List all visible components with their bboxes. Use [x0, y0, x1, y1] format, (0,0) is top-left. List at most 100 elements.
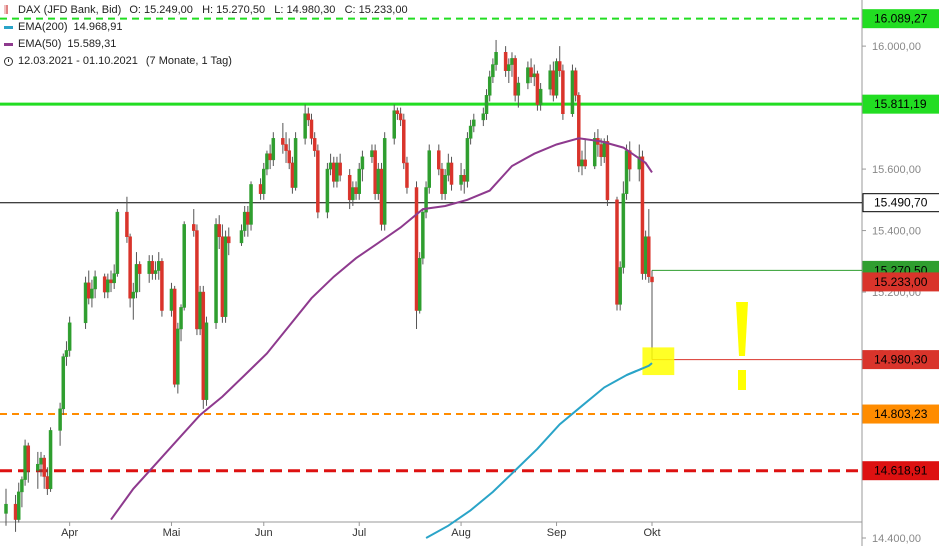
candle-up[interactable]: [618, 267, 622, 305]
candle-up[interactable]: [61, 356, 66, 410]
candle-down[interactable]: [287, 150, 291, 164]
candle-down[interactable]: [137, 264, 142, 274]
candle-up[interactable]: [64, 350, 69, 357]
candle-up[interactable]: [382, 138, 387, 225]
candle-down[interactable]: [125, 211, 129, 237]
candle-down[interactable]: [309, 119, 314, 139]
candle-down[interactable]: [281, 138, 285, 145]
candle-down[interactable]: [284, 144, 288, 151]
candle-up[interactable]: [293, 138, 298, 188]
candle-down[interactable]: [217, 224, 221, 237]
candle-up[interactable]: [424, 187, 428, 213]
candle-up[interactable]: [421, 211, 425, 259]
candle-up[interactable]: [427, 150, 431, 188]
candle-down[interactable]: [405, 162, 409, 188]
candle-up[interactable]: [468, 125, 473, 139]
candle-up[interactable]: [16, 491, 21, 520]
candle-down[interactable]: [246, 211, 250, 225]
plot-area[interactable]: [0, 0, 862, 522]
candle-up[interactable]: [242, 211, 247, 231]
candle-down[interactable]: [128, 236, 132, 299]
candle-down[interactable]: [347, 174, 352, 201]
candle-down[interactable]: [503, 52, 508, 71]
candle-up[interactable]: [459, 174, 463, 185]
candle-down[interactable]: [109, 279, 113, 284]
candle-down[interactable]: [551, 70, 556, 96]
candle-down[interactable]: [529, 67, 533, 78]
candle-down[interactable]: [440, 168, 444, 194]
candle-up[interactable]: [446, 162, 451, 176]
candle-up[interactable]: [624, 150, 629, 194]
candle-up[interactable]: [169, 288, 174, 311]
candle-down[interactable]: [227, 236, 231, 244]
candle-up[interactable]: [303, 113, 307, 139]
candle-up[interactable]: [532, 73, 537, 78]
candle-down[interactable]: [449, 162, 454, 185]
candle-up[interactable]: [134, 264, 139, 293]
candle-down[interactable]: [462, 174, 466, 182]
candle-down[interactable]: [577, 95, 581, 167]
candle-up[interactable]: [198, 291, 202, 330]
candle-down[interactable]: [160, 261, 164, 311]
candle-up[interactable]: [67, 322, 72, 351]
candle-up[interactable]: [491, 64, 495, 78]
candle-down[interactable]: [640, 156, 645, 274]
candle-up[interactable]: [223, 236, 228, 317]
candle-down[interactable]: [312, 138, 317, 151]
candle-up[interactable]: [526, 67, 530, 84]
candle-up[interactable]: [481, 113, 486, 121]
candle-up[interactable]: [20, 479, 24, 493]
candle-down[interactable]: [535, 73, 540, 105]
candle-up[interactable]: [115, 211, 120, 274]
candle-down[interactable]: [13, 503, 18, 520]
candle-down[interactable]: [627, 150, 632, 170]
candle-up[interactable]: [392, 110, 396, 139]
candle-down[interactable]: [102, 276, 107, 293]
candle-down[interactable]: [150, 261, 155, 274]
candle-down[interactable]: [573, 70, 578, 96]
candle-down[interactable]: [583, 159, 587, 167]
candle-down[interactable]: [647, 236, 651, 277]
candle-up[interactable]: [602, 141, 607, 158]
candle-up[interactable]: [23, 445, 27, 480]
candle-up[interactable]: [370, 150, 374, 158]
candle-down[interactable]: [258, 184, 263, 194]
candle-up[interactable]: [465, 138, 470, 182]
candle-down[interactable]: [557, 61, 562, 71]
candle-down[interactable]: [195, 230, 199, 330]
candle-up[interactable]: [507, 64, 511, 71]
candle-up[interactable]: [570, 70, 575, 114]
candle-down[interactable]: [172, 288, 177, 385]
candle-up[interactable]: [487, 76, 492, 96]
candle-up[interactable]: [443, 174, 447, 194]
candle-down[interactable]: [201, 291, 206, 400]
candle-down[interactable]: [220, 236, 225, 317]
candle-up[interactable]: [510, 58, 514, 65]
candle-up[interactable]: [494, 52, 498, 65]
candle-up[interactable]: [153, 270, 158, 274]
ema50-line[interactable]: [110, 137, 653, 521]
candle-down[interactable]: [86, 282, 91, 299]
candle-up[interactable]: [351, 187, 355, 201]
candle-up[interactable]: [4, 503, 8, 514]
candle-down[interactable]: [561, 70, 565, 114]
candle-down[interactable]: [373, 150, 377, 194]
candle-down[interactable]: [316, 150, 320, 213]
candle-down[interactable]: [402, 119, 406, 164]
candle-up[interactable]: [182, 224, 186, 308]
candle-up[interactable]: [265, 153, 269, 170]
candle-up[interactable]: [36, 463, 40, 471]
candle-up[interactable]: [58, 408, 62, 431]
candle-down[interactable]: [338, 162, 342, 176]
candle-up[interactable]: [156, 261, 161, 271]
candle-up[interactable]: [83, 282, 88, 324]
candle-up[interactable]: [592, 138, 597, 167]
candle-down[interactable]: [414, 187, 419, 311]
candle-up[interactable]: [538, 88, 543, 105]
candle-up[interactable]: [484, 95, 489, 114]
candle-down[interactable]: [615, 199, 619, 305]
candle-down[interactable]: [192, 224, 196, 231]
candle-down[interactable]: [354, 187, 358, 194]
candle-up[interactable]: [516, 82, 521, 96]
candle-down[interactable]: [290, 162, 295, 188]
